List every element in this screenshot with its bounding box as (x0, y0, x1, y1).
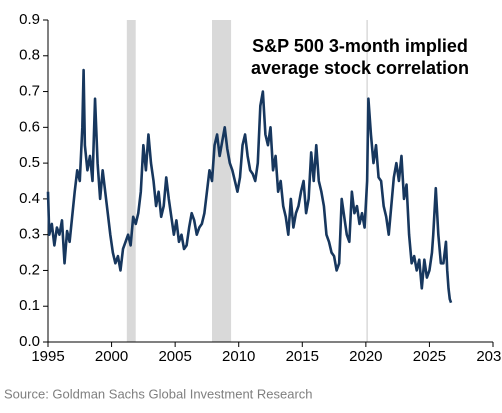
y-tick-label: 0.2 (19, 261, 40, 278)
y-tick-label: 0.3 (19, 226, 40, 243)
x-tick-label: 1995 (31, 348, 64, 365)
y-tick-label: 0.7 (19, 83, 40, 100)
y-tick-label: 0.4 (19, 190, 40, 207)
chart-title: average stock correlation (251, 58, 469, 78)
data-line (46, 68, 453, 304)
y-tick-label: 0.0 (19, 333, 40, 350)
shaded-period (212, 20, 232, 342)
y-tick-label: 0.5 (19, 154, 40, 171)
y-tick-label: 0.9 (19, 11, 40, 28)
chart-title: S&P 500 3-month implied (252, 36, 468, 56)
x-tick-label: 2015 (286, 348, 319, 365)
x-tick-label: 2030 (476, 348, 502, 365)
y-tick-label: 0.8 (19, 47, 40, 64)
x-tick-label: 2010 (222, 348, 255, 365)
x-tick-label: 2000 (95, 348, 128, 365)
shaded-period (126, 20, 136, 342)
y-tick-label: 0.1 (19, 297, 40, 314)
x-tick-label: 2005 (158, 348, 191, 365)
x-tick-label: 2025 (413, 348, 446, 365)
source-note: Source: Goldman Sachs Global Investment … (4, 386, 313, 401)
y-tick-label: 0.6 (19, 118, 40, 135)
x-tick-label: 2020 (349, 348, 382, 365)
